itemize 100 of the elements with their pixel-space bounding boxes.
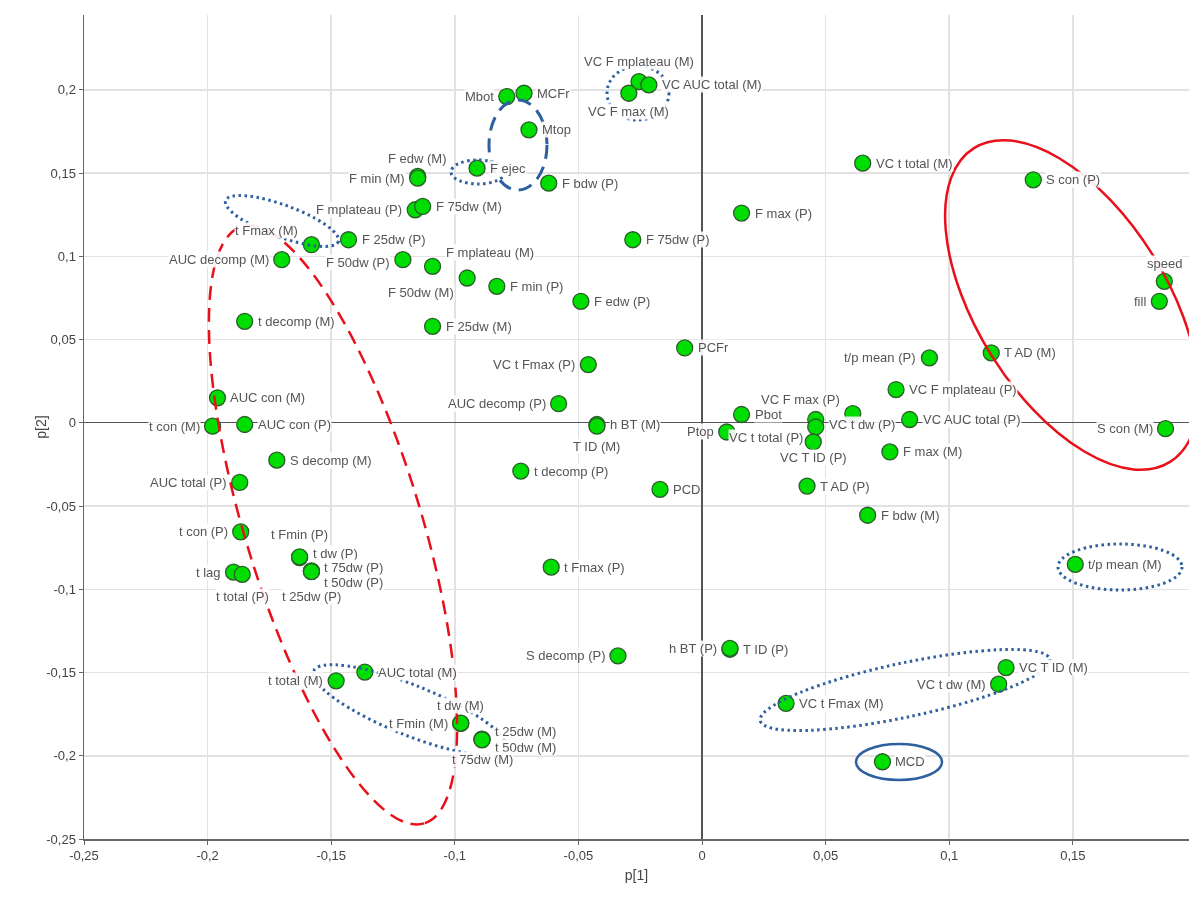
series-label: h BT (P) (669, 641, 718, 656)
series-label: VC AUC total (M) (662, 77, 762, 92)
point (1150, 292, 1168, 310)
series-label: T ID (M) (573, 439, 621, 454)
series-label: t Fmin (M) (389, 716, 449, 731)
series-label: VC T ID (M) (1019, 660, 1088, 675)
x-tick-label: -0,05 (563, 848, 594, 864)
series-label: F mplateau (P) (316, 202, 402, 217)
series-label: AUC total (P) (150, 475, 227, 490)
series-label: F 50dw (P) (326, 255, 390, 270)
point (640, 76, 658, 94)
series-label: F bdw (P) (562, 176, 619, 191)
series-label: S decomp (M) (290, 453, 372, 468)
y-tick-label: -0,1 (53, 581, 76, 597)
series-label: Mtop (542, 122, 571, 137)
series-label: t 75dw (P) (324, 560, 384, 575)
point (423, 257, 442, 275)
point (572, 292, 590, 310)
series-label: VC t total (M) (876, 156, 953, 171)
series-label: S con (M) (1097, 421, 1154, 436)
y-tick-label: 0,05 (50, 332, 76, 348)
series-label: t Fmax (P) (564, 560, 625, 575)
point (873, 753, 892, 771)
series-label: VC t total (P) (729, 430, 804, 445)
series-label: VC F mplateau (M) (584, 54, 694, 69)
series-label: VC F max (P) (761, 392, 840, 407)
series-label: F max (P) (755, 206, 813, 221)
point (302, 563, 321, 581)
point (236, 312, 254, 330)
x-tick-label: -0,1 (443, 848, 467, 864)
y-tick-label: 0 (68, 415, 76, 431)
series-label: h BT (M) (610, 417, 661, 432)
series-label: AUC con (M) (230, 390, 306, 405)
point (327, 672, 345, 690)
y-tick-label: 0,2 (57, 82, 76, 98)
point (414, 197, 432, 216)
point (807, 418, 825, 436)
series-label: VC t dw (P) (829, 417, 896, 432)
series-label: Pbot (755, 407, 783, 422)
series-label: F bdw (M) (881, 508, 940, 523)
series-label: F 50dw (M) (388, 285, 454, 300)
point (423, 317, 442, 335)
series-label: F mplateau (M) (446, 245, 535, 260)
point (676, 339, 694, 357)
series-label: AUC con (P) (258, 417, 331, 432)
y-tick-label: 0,1 (57, 248, 76, 264)
point (920, 349, 939, 367)
series-label: T ID (P) (743, 642, 789, 657)
point (881, 443, 899, 461)
series-label: t 75dw (M) (452, 752, 514, 767)
series-label: PCFr (698, 340, 729, 355)
y-axis-title: p[2] (32, 415, 49, 439)
point (339, 231, 358, 249)
series-label: VC AUC total (P) (923, 412, 1021, 427)
point (990, 675, 1008, 693)
point (394, 251, 412, 269)
point (997, 658, 1015, 677)
y-tick-label: -0,15 (46, 665, 76, 681)
series-label: t 25dw (M) (495, 724, 557, 739)
point (1156, 420, 1175, 438)
y-tick-label: 0,15 (50, 165, 76, 181)
x-tick-label: 0,05 (812, 848, 839, 864)
point (231, 473, 249, 492)
series-label: AUC total (M) (378, 665, 457, 680)
series-label: fill (1134, 294, 1147, 309)
point (609, 647, 627, 665)
point (624, 231, 642, 249)
x-tick-label: -0,15 (316, 848, 347, 864)
series-label: Mbot (465, 89, 495, 104)
series-label: F 75dw (M) (436, 199, 502, 214)
point (498, 87, 516, 106)
series-label: t decomp (M) (258, 314, 335, 329)
point (804, 433, 822, 451)
point (798, 477, 816, 495)
series-label: F 25dw (P) (362, 232, 426, 247)
series-label: F min (M) (349, 171, 405, 186)
series-label: t decomp (P) (534, 464, 609, 479)
point (540, 174, 558, 192)
series-label: AUC decomp (P) (448, 396, 547, 411)
x-tick-label: 0,1 (940, 848, 959, 864)
series-label: t Fmin (P) (271, 527, 329, 542)
point (233, 565, 251, 583)
point (732, 405, 751, 424)
y-tick-label: -0,05 (46, 498, 76, 514)
series-label: F max (M) (903, 444, 963, 459)
series-label: t 50dw (P) (324, 575, 384, 590)
series-label: MCFr (537, 86, 571, 101)
point (268, 451, 286, 469)
series-label: t/p mean (M) (1088, 557, 1162, 572)
point (887, 380, 905, 399)
x-axis-title: p[1] (624, 867, 649, 884)
point (512, 462, 530, 480)
series-label: F 75dw (P) (646, 232, 710, 247)
series-label: t con (M) (149, 419, 201, 434)
point (854, 154, 872, 172)
series-label: t con (P) (179, 524, 229, 539)
y-tick-label: -0,25 (46, 831, 76, 847)
series-label: T AD (P) (820, 479, 870, 494)
point (1024, 171, 1042, 189)
series-label: VC F mplateau (P) (909, 382, 1017, 397)
